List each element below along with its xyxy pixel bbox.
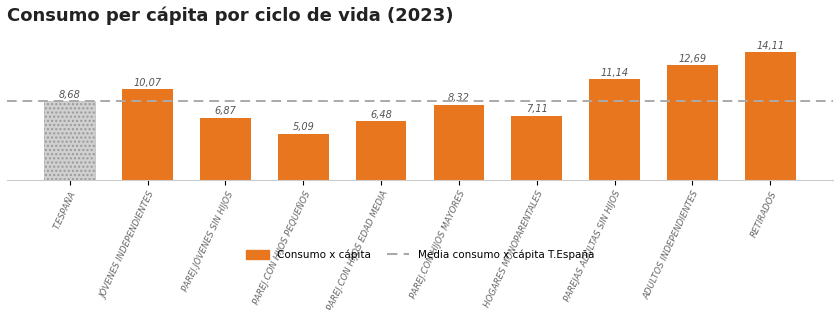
Text: 14,11: 14,11 xyxy=(756,41,785,51)
Bar xyxy=(45,101,95,180)
Bar xyxy=(278,134,328,180)
Bar xyxy=(590,79,640,180)
Legend: Consumo x cápita, Media consumo x cápita T.España: Consumo x cápita, Media consumo x cápita… xyxy=(242,245,598,264)
Text: 8,68: 8,68 xyxy=(59,90,81,100)
Bar xyxy=(667,65,717,180)
Bar xyxy=(512,116,562,180)
Text: 6,87: 6,87 xyxy=(214,106,236,117)
Text: 7,11: 7,11 xyxy=(526,104,548,114)
Text: 8,32: 8,32 xyxy=(448,93,470,103)
Text: 5,09: 5,09 xyxy=(292,122,314,132)
Text: Consumo per cápita por ciclo de vida (2023): Consumo per cápita por ciclo de vida (20… xyxy=(7,7,454,25)
Bar xyxy=(123,89,173,180)
Bar xyxy=(433,105,484,180)
Bar xyxy=(200,118,250,180)
Bar xyxy=(356,121,407,180)
Bar xyxy=(45,101,95,180)
Text: 12,69: 12,69 xyxy=(679,54,706,64)
Text: 6,48: 6,48 xyxy=(370,110,392,120)
Text: 11,14: 11,14 xyxy=(601,68,628,78)
Text: 10,07: 10,07 xyxy=(134,78,161,87)
Bar xyxy=(745,52,795,180)
